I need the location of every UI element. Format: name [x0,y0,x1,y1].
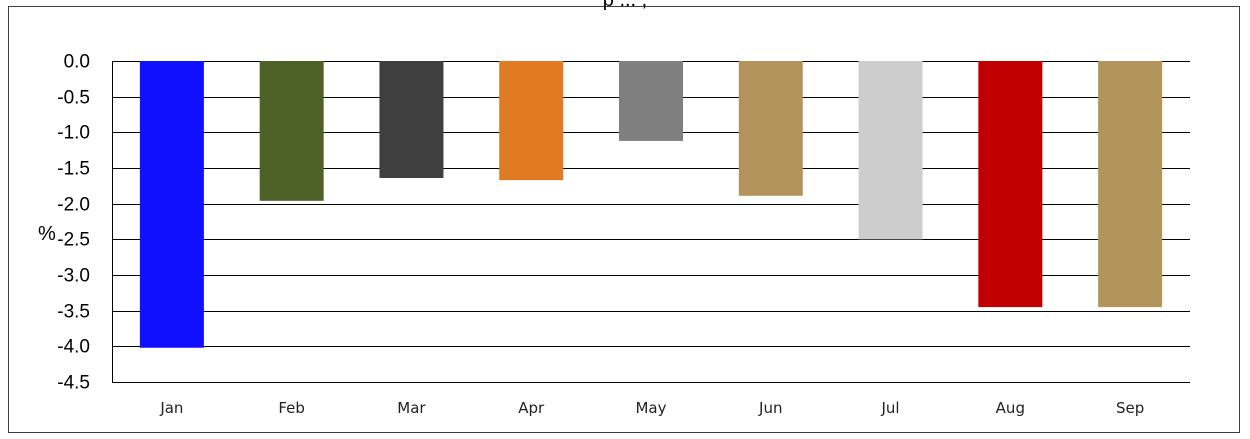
x-tick-label: May [635,399,666,417]
bar-feb [259,61,324,201]
bar-sep [1098,61,1163,308]
bar-mar [379,61,444,178]
x-tick-label: Apr [518,399,545,417]
y-tick-label: -4.0 [57,337,90,358]
y-tick-label: -1.0 [57,123,90,144]
bar-jun [738,61,803,196]
y-tick-label: -3.0 [57,266,90,287]
chart-title-group: p ... , [603,0,647,11]
y-tick-label: -4.5 [57,373,90,394]
bar-aug [978,61,1043,308]
x-tick-label: Aug [996,399,1025,417]
x-tick-labels: Jan Feb Mar Apr May Jun Jul Aug Sep [159,399,1144,417]
bar-jul [858,61,923,240]
y-tick-label: -2.0 [57,195,90,216]
x-tick-label: Jul [881,399,900,417]
y-tick-label: -3.5 [57,302,90,323]
chart-title: p ... , [603,0,647,11]
bar-jan [139,61,204,348]
x-tick-label: Sep [1116,399,1144,417]
bar-may [619,61,683,141]
y-tick-label: 0.0 [64,52,90,73]
x-tick-label: Mar [397,399,426,417]
x-tick-label: Jan [159,399,183,417]
x-tick-label: Jun [758,399,782,417]
bar-apr [499,61,564,181]
y-axis-label: % [38,223,56,245]
y-tick-label: -2.5 [57,230,90,251]
x-tick-label: Feb [278,399,305,417]
y-tick-labels: 0.0 -0.5 -1.0 -1.5 -2.0 -2.5 -3.0 -3.5 -4.0 -4.5 [57,52,90,394]
bars [139,61,1163,348]
y-tick-label: -0.5 [57,88,90,109]
y-tick-label: -1.5 [57,159,90,180]
